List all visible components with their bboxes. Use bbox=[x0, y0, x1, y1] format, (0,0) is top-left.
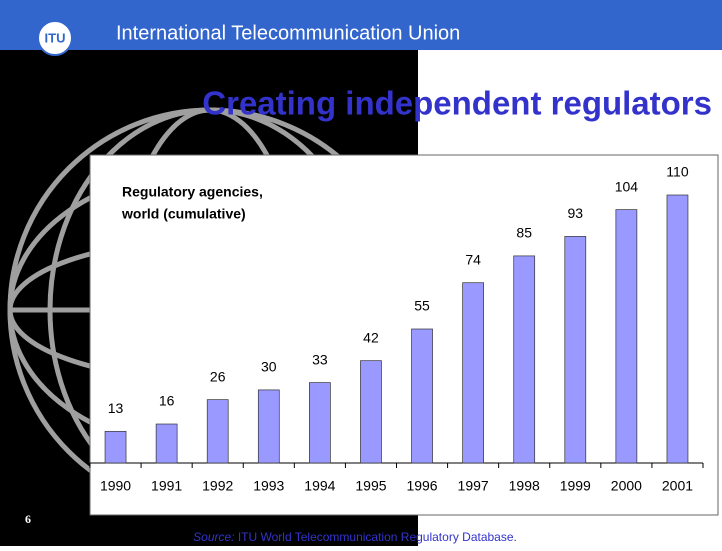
x-tick-label: 1993 bbox=[253, 478, 284, 494]
x-tick-label: 1991 bbox=[151, 478, 182, 494]
source-prefix: Source: bbox=[193, 530, 234, 544]
value-label: 74 bbox=[465, 251, 481, 267]
value-label: 93 bbox=[568, 205, 584, 221]
slide-title: Creating independent regulators bbox=[202, 85, 712, 122]
x-tick-label: 2001 bbox=[662, 478, 693, 494]
x-tick-label: 1992 bbox=[202, 478, 233, 494]
value-label: 26 bbox=[210, 368, 226, 384]
logo-text: ITU bbox=[45, 30, 66, 45]
bar bbox=[667, 195, 688, 463]
bar bbox=[616, 210, 637, 463]
bar bbox=[565, 236, 586, 463]
bar bbox=[105, 431, 126, 463]
x-tick-label: 2000 bbox=[611, 478, 642, 494]
chart-title: Regulatory agencies, bbox=[122, 184, 263, 200]
x-tick-label: 1998 bbox=[509, 478, 540, 494]
x-tick-label: 1994 bbox=[304, 478, 335, 494]
source-note: Source: ITU World Telecommunication Regu… bbox=[193, 530, 517, 544]
x-tick-label: 1996 bbox=[406, 478, 437, 494]
value-label: 55 bbox=[414, 298, 430, 314]
bar bbox=[309, 383, 330, 463]
bar bbox=[360, 361, 381, 463]
value-label: 16 bbox=[159, 393, 175, 409]
slide: ITU International Telecommunication Unio… bbox=[0, 0, 722, 546]
bar bbox=[207, 400, 228, 463]
bar bbox=[156, 424, 177, 463]
value-label: 110 bbox=[666, 164, 689, 180]
value-label: 85 bbox=[516, 225, 532, 241]
x-tick-label: 1995 bbox=[355, 478, 386, 494]
x-tick-label: 1999 bbox=[560, 478, 591, 494]
bar bbox=[258, 390, 279, 463]
value-label: 33 bbox=[312, 351, 328, 367]
value-label: 30 bbox=[261, 359, 277, 375]
value-label: 104 bbox=[615, 178, 639, 194]
bar bbox=[463, 283, 484, 463]
chart-title: world (cumulative) bbox=[121, 206, 246, 222]
org-name: International Telecommunication Union bbox=[116, 22, 460, 44]
bar bbox=[412, 329, 433, 463]
slide-number: 6 bbox=[25, 512, 31, 526]
value-label: 13 bbox=[108, 400, 124, 416]
x-tick-label: 1990 bbox=[100, 478, 131, 494]
x-tick-label: 1997 bbox=[458, 478, 489, 494]
value-label: 42 bbox=[363, 329, 379, 345]
bar bbox=[514, 256, 535, 463]
source-text: ITU World Telecommunication Regulatory D… bbox=[235, 530, 517, 544]
